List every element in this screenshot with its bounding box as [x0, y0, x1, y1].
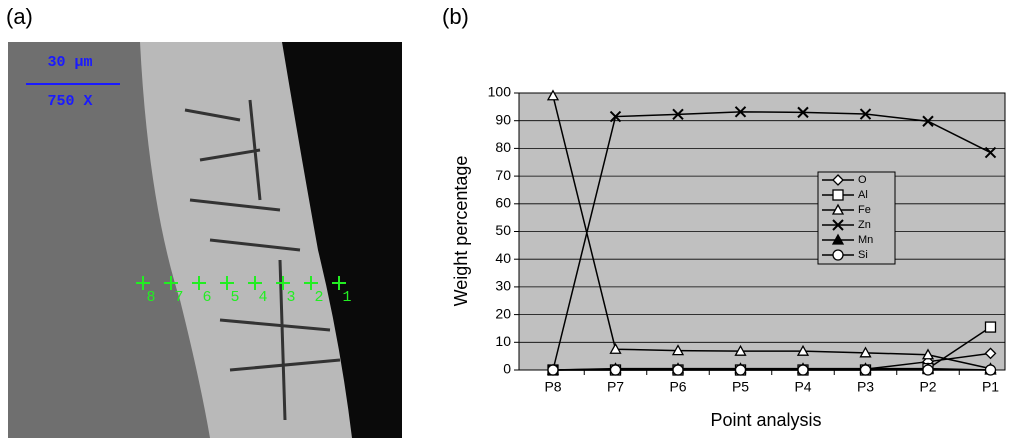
y-axis-label: Weight percentage: [451, 156, 471, 307]
marker: [797, 364, 809, 376]
y-tick-label: 0: [503, 361, 511, 377]
marker: [831, 233, 845, 245]
marker: [984, 321, 997, 333]
magnification: 750 X: [47, 93, 92, 110]
cracks: [184, 99, 341, 421]
point-label: 3: [286, 289, 295, 306]
marker: [734, 364, 747, 376]
legend-label: Si: [858, 249, 868, 261]
marker: [922, 364, 934, 376]
point-label: 2: [314, 289, 323, 306]
y-tick-label: 40: [495, 250, 511, 266]
legend-box: [817, 171, 896, 265]
marker: [984, 146, 997, 159]
y-tick-label: 90: [495, 111, 511, 127]
series-line: [552, 95, 991, 370]
marker: [609, 364, 622, 376]
substrate: [8, 42, 210, 438]
y-tick-label: 70: [495, 167, 511, 183]
marker: [609, 110, 622, 123]
panel-label: (b): [442, 4, 469, 29]
legend-label: Zn: [858, 219, 871, 231]
marker: [609, 342, 622, 354]
point-label: 4: [258, 289, 267, 306]
x-tick-label: P3: [857, 379, 874, 395]
legend-label: Fe: [858, 204, 871, 216]
marker: [831, 203, 845, 215]
point-label: 6: [202, 289, 211, 306]
point-label: 8: [146, 289, 155, 306]
micrograph: [8, 42, 402, 438]
marker: [984, 364, 997, 376]
marker: [797, 106, 809, 119]
legend-label: Al: [858, 189, 868, 201]
marker: [547, 364, 559, 376]
x-tick-label: P1: [982, 379, 999, 395]
marker: [859, 108, 872, 120]
x-tick-label: P2: [919, 379, 936, 395]
point-cross: [248, 276, 262, 290]
point-cross: [304, 276, 318, 290]
point-cross: [192, 276, 206, 290]
y-tick-label: 80: [495, 139, 511, 155]
marker: [859, 346, 872, 358]
marker: [922, 115, 934, 127]
marker: [796, 344, 810, 356]
legend-label: Mn: [858, 234, 873, 246]
x-tick-label: P7: [607, 379, 624, 395]
series-line: [552, 111, 991, 371]
marker: [832, 219, 844, 231]
marker: [984, 347, 997, 360]
point-cross: [276, 276, 290, 290]
point-cross: [136, 276, 150, 290]
y-tick-label: 30: [495, 278, 511, 294]
y-tick-label: 100: [488, 84, 512, 100]
marker: [921, 348, 935, 360]
y-tick-label: 60: [495, 195, 511, 211]
marker: [546, 89, 560, 101]
marker: [859, 364, 872, 376]
point-label: 5: [230, 289, 239, 306]
y-tick-label: 10: [495, 333, 511, 349]
marker: [671, 344, 685, 356]
y-tick-label: 20: [495, 305, 511, 321]
marker: [832, 174, 844, 186]
series-line: [552, 367, 991, 371]
point-label: 7: [174, 289, 183, 306]
marker: [672, 364, 684, 376]
x-axis-label: Point analysis: [710, 410, 821, 430]
marker: [832, 189, 844, 201]
point-cross: [220, 276, 234, 290]
legend-label: O: [858, 174, 867, 186]
point-cross: [164, 276, 178, 290]
point-cross: [332, 276, 346, 290]
y-tick-label: 50: [495, 222, 511, 238]
x-tick-label: P8: [544, 379, 561, 395]
marker: [672, 108, 684, 121]
x-tick-label: P4: [794, 379, 811, 395]
x-tick-label: P6: [669, 379, 686, 395]
marker: [734, 344, 747, 356]
panel-label: (a): [6, 4, 33, 29]
point-label: 1: [342, 289, 351, 306]
marker: [734, 106, 747, 118]
marker: [832, 249, 844, 261]
scale-text: 30 µm: [47, 54, 92, 71]
x-tick-label: P5: [732, 379, 749, 395]
